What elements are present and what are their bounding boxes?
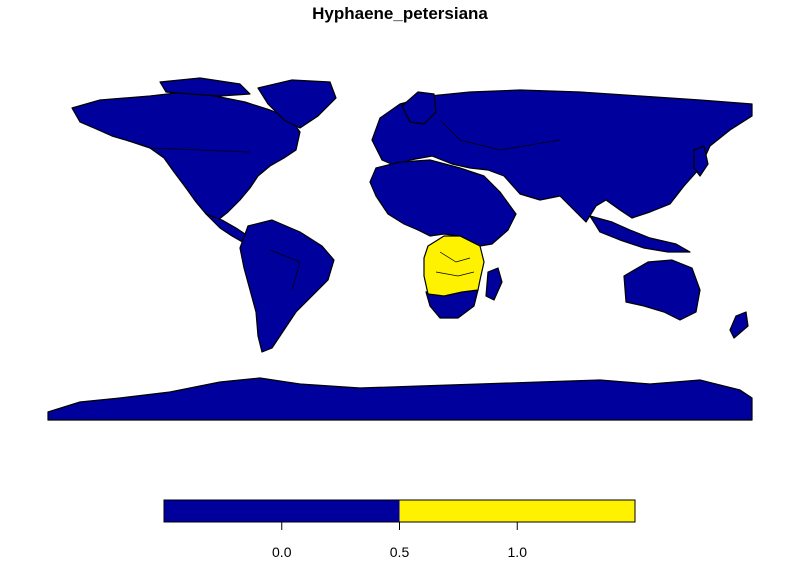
scandinavia-land xyxy=(401,91,437,125)
arctic-islands-land xyxy=(159,77,251,97)
madagascar-land xyxy=(485,267,503,301)
new-zealand-land xyxy=(729,311,749,339)
country-borders xyxy=(149,119,561,291)
greenland-land xyxy=(257,79,337,129)
border-line-na xyxy=(149,147,251,153)
colorbar-segment-0 xyxy=(164,500,400,522)
border-line-sa xyxy=(269,249,301,291)
land-layer xyxy=(47,77,753,421)
colorbar-tick-label: 0.5 xyxy=(389,544,410,560)
africa-presence-region xyxy=(423,235,485,297)
eurasia-land xyxy=(371,89,753,223)
map-title: Hyphaene_petersiana xyxy=(312,4,488,23)
japan-land xyxy=(693,145,709,177)
border-line-af xyxy=(435,251,475,277)
border-line-eu xyxy=(439,119,561,151)
indonesia-land xyxy=(589,215,691,253)
legend-colorbar xyxy=(163,499,636,530)
colorbar-tick-label: 1.0 xyxy=(507,544,527,560)
colorbar-segment-1 xyxy=(399,500,635,522)
south-america-land xyxy=(239,219,335,353)
antarctica-land xyxy=(47,377,753,421)
north-america-land xyxy=(71,91,301,221)
australia-land xyxy=(623,259,701,321)
colorbar-tick-label: 0.0 xyxy=(272,544,292,560)
